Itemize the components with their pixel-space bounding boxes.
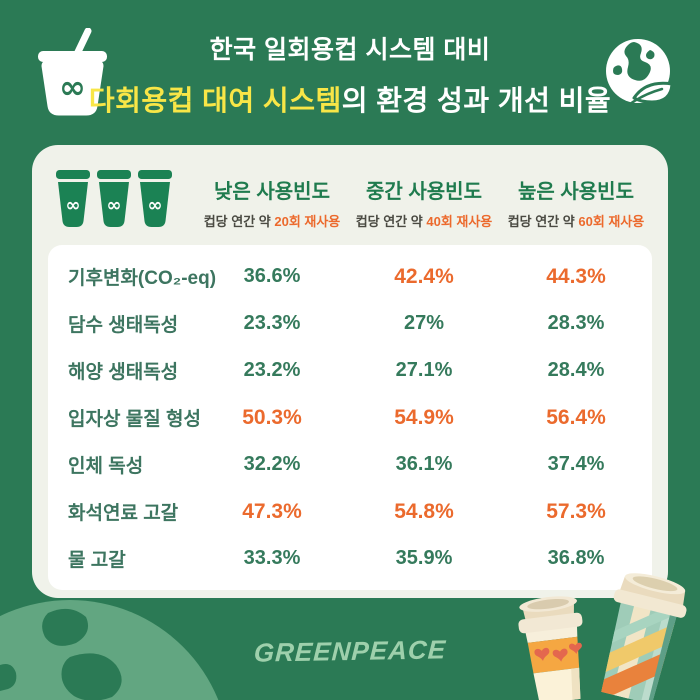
row-value: 23.2% (243, 359, 301, 381)
svg-text:∞: ∞ (66, 195, 81, 216)
row-value: 54.9% (394, 405, 454, 429)
table-row: 기후변화(CO₂-eq) 36.6% 42.4% 44.3% (48, 263, 652, 290)
table-row: 담수 생태독성 23.3% 27% 28.3% (48, 310, 652, 337)
column-subtitle-prefix: 컵당 연간 약 (507, 214, 579, 229)
greenpeace-logo-text: GREENPEACE (253, 634, 447, 668)
table-row: 물 고갈 33.3% 35.9% 36.8% (48, 545, 652, 572)
column-label: 중간 사용빈도 (366, 181, 482, 203)
row-value: 23.3% (243, 312, 301, 334)
row-value: 57.3% (546, 499, 606, 523)
row-value: 54.8% (394, 499, 454, 523)
row-label: 해양 생태독성 (68, 362, 179, 383)
column-label: 낮은 사용빈도 (214, 181, 330, 203)
row-label: 기후변화(CO₂-eq) (68, 268, 217, 289)
column-subtitle: 컵당 연간 약 60회 재사용 (500, 211, 652, 230)
data-table: 기후변화(CO₂-eq) 36.6% 42.4% 44.3% 담수 생태독성 2… (48, 245, 652, 590)
table-row: 해양 생태독성 23.2% 27.1% 28.4% (48, 357, 652, 384)
data-card: ∞ ∞ ∞ 낮은 사용빈도 컵당 연간 약 20회 재사용 중간 사용빈도 컵당… (32, 145, 668, 598)
infinity-icon: ∞ (59, 68, 86, 106)
row-value: 27% (403, 312, 445, 334)
earth-watermark-illustration (0, 600, 219, 700)
row-value: 27.1% (395, 359, 453, 381)
row-value: 36.1% (395, 453, 453, 475)
table-row: 입자상 물질 형성 50.3% 54.9% 56.4% (48, 404, 652, 431)
table-row: 화석연료 고갈 47.3% 54.8% 57.3% (48, 498, 652, 525)
row-value: 42.4% (394, 264, 454, 288)
row-value: 32.2% (243, 453, 301, 475)
column-subtitle-prefix: 컵당 연간 약 (203, 214, 275, 229)
row-label: 물 고갈 (68, 550, 126, 571)
row-value: 37.4% (547, 453, 605, 475)
cup-infinity-icon: ∞ (138, 170, 172, 227)
row-value: 28.3% (547, 312, 605, 334)
svg-text:∞: ∞ (107, 195, 122, 216)
row-label: 화석연료 고갈 (68, 503, 179, 524)
column-subtitle-highlight: 60회 재사용 (578, 214, 645, 229)
row-value: 36.6% (243, 265, 301, 287)
table-row: 인체 독성 32.2% 36.1% 37.4% (48, 451, 652, 478)
column-header: 낮은 사용빈도 컵당 연간 약 20회 재사용 (196, 167, 348, 230)
column-subtitle-prefix: 컵당 연간 약 (355, 214, 427, 229)
column-header: 중간 사용빈도 컵당 연간 약 40회 재사용 (348, 167, 500, 230)
column-subtitle-highlight: 40회 재사용 (426, 214, 493, 229)
title-line-1: 한국 일회용컵 시스템 대비 (209, 36, 491, 64)
svg-text:∞: ∞ (148, 195, 163, 216)
row-value: 56.4% (546, 405, 606, 429)
column-subtitle-highlight: 20회 재사용 (274, 214, 341, 229)
row-label: 담수 생태독성 (68, 315, 179, 336)
row-label: 입자상 물질 형성 (68, 409, 201, 430)
earth-with-leaf-icon (606, 39, 674, 106)
row-value: 44.3% (546, 264, 606, 288)
title-highlight: 다회용컵 대여 시스템 (88, 85, 342, 116)
row-label: 인체 독성 (68, 456, 144, 477)
title-rest: 의 환경 성과 개선 비율 (341, 85, 612, 116)
column-headers: ∞ ∞ ∞ 낮은 사용빈도 컵당 연간 약 20회 재사용 중간 사용빈도 컵당… (48, 167, 652, 230)
row-value: 28.4% (547, 359, 605, 381)
three-reusable-cups-icon: ∞ ∞ ∞ (48, 167, 196, 230)
column-label: 높은 사용빈도 (518, 181, 634, 203)
row-value: 36.8% (547, 547, 605, 569)
row-value: 50.3% (242, 405, 302, 429)
column-header: 높은 사용빈도 컵당 연간 약 60회 재사용 (500, 167, 652, 230)
row-value: 35.9% (395, 547, 453, 569)
title-line-2: 다회용컵 대여 시스템의 환경 성과 개선 비율 (0, 79, 700, 119)
page-title: 한국 일회용컵 시스템 대비 다회용컵 대여 시스템의 환경 성과 개선 비율 (0, 30, 700, 119)
column-subtitle: 컵당 연간 약 40회 재사용 (348, 211, 500, 230)
cup-infinity-icon: ∞ (56, 170, 90, 227)
tumbler-cups-illustration (518, 573, 687, 700)
cup-infinity-icon: ∞ (97, 170, 131, 227)
row-value: 33.3% (243, 547, 301, 569)
reusable-cup-with-straw-icon: ∞ (38, 28, 107, 116)
row-value: 47.3% (242, 499, 302, 523)
column-subtitle: 컵당 연간 약 20회 재사용 (196, 211, 348, 230)
